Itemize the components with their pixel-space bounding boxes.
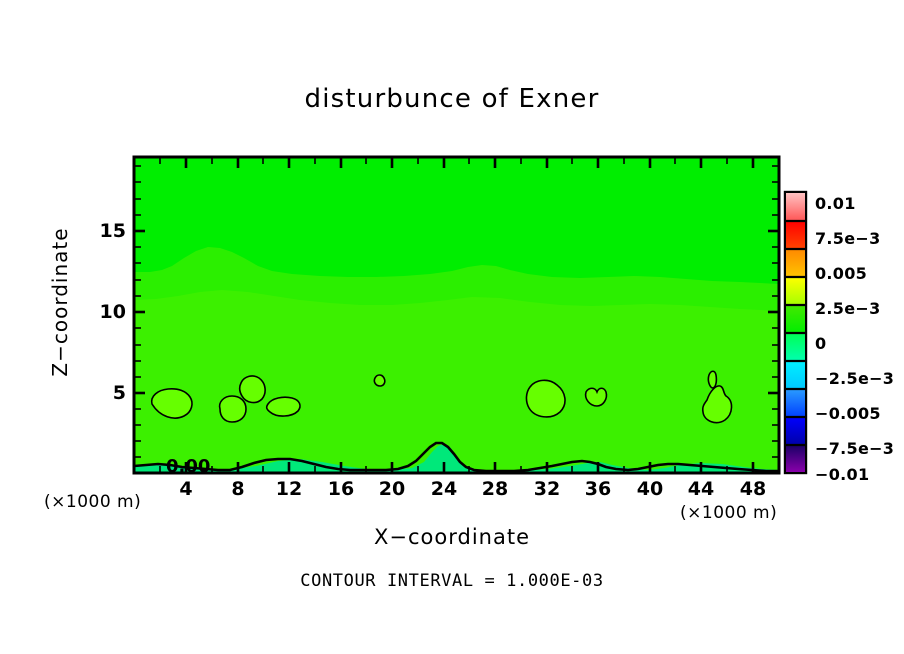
x-axis-units-right: (×1000 m) [680, 503, 778, 523]
xtick-label-10: 44 [687, 478, 715, 500]
colorbar-label-2: 0.005 [815, 264, 868, 283]
colorbar-band-separators [786, 219, 805, 447]
colorbar-band-4 [786, 277, 805, 305]
contour-fill-layer [134, 157, 779, 473]
y-axis-ticks [134, 165, 779, 458]
contour-interval-note: CONTOUR INTERVAL = 1.000E-03 [300, 571, 604, 591]
ytick-label-0: 5 [112, 382, 126, 404]
xtick-label-7: 32 [533, 478, 561, 500]
colorbar-band-1 [786, 193, 805, 221]
colorbar-band-10 [786, 445, 805, 472]
colorbar-band-3 [786, 249, 805, 277]
colorbar-label-5: −2.5e−3 [815, 369, 895, 388]
xtick-label-11: 48 [739, 478, 767, 500]
colorbar-label-7: −7.5e−3 [815, 439, 895, 458]
plot-frame [132, 155, 781, 475]
fill-band-near-surface [134, 290, 779, 473]
colorbar-label-6: −0.005 [815, 404, 881, 423]
colorbar-band-6 [786, 333, 805, 361]
ytick-label-1: 10 [99, 301, 126, 323]
contour-line-layer [134, 370, 779, 473]
colorbar-label-4: 0 [815, 334, 827, 353]
xtick-label-2: 12 [275, 478, 303, 500]
xtick-label-6: 28 [481, 478, 509, 500]
ytick-label-2: 15 [99, 220, 126, 242]
xtick-label-4: 20 [378, 478, 406, 500]
x-axis-units-left: (×1000 m) [44, 492, 142, 512]
xtick-label-1: 8 [231, 478, 245, 500]
colorbar-band-7 [786, 361, 805, 389]
colorbar-label-3: 2.5e−3 [815, 299, 881, 318]
contour-inline-label: 0.00 [166, 456, 211, 477]
xtick-label-0: 4 [179, 478, 193, 500]
xtick-label-8: 36 [584, 478, 612, 500]
xtick-label-9: 40 [636, 478, 664, 500]
xtick-label-3: 16 [327, 478, 355, 500]
x-axis-ticks [159, 157, 755, 473]
xtick-label-5: 24 [430, 478, 458, 500]
colorbar [783, 190, 808, 475]
colorbar-label-1: 7.5e−3 [815, 229, 881, 248]
colorbar-band-5 [786, 305, 805, 333]
colorbar-band-8 [786, 389, 805, 417]
y-axis-label: Z−coordinate [48, 227, 72, 377]
x-axis-label: X−coordinate [374, 525, 530, 549]
chart-title: disturbunce of Exner [304, 84, 600, 114]
colorbar-label-8: −0.01 [815, 465, 870, 484]
colorbar-bands [786, 193, 805, 472]
colorbar-band-2 [786, 221, 805, 249]
colorbar-label-0: 0.01 [815, 194, 856, 213]
colorbar-band-9 [786, 417, 805, 445]
contour-blob-fills [151, 371, 732, 423]
